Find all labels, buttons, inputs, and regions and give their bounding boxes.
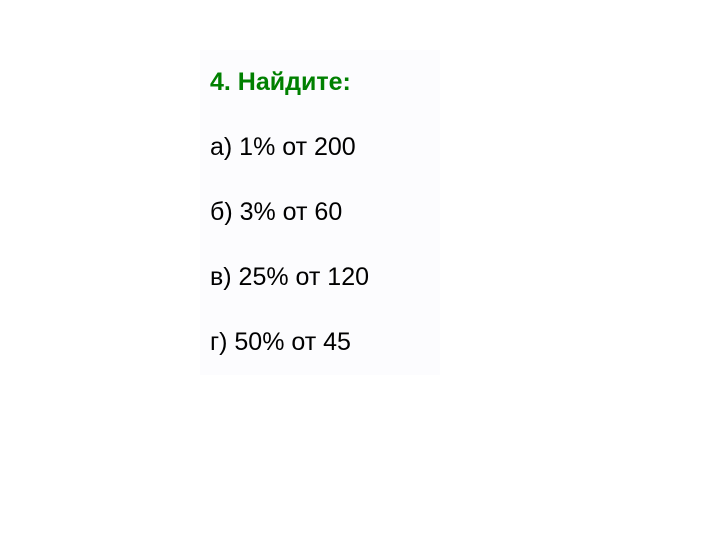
question-content-box: 4. Найдите: а) 1% от 200 б) 3% от 60 в) …: [200, 50, 440, 375]
question-title: 4. Найдите:: [210, 68, 430, 97]
question-item-g: г) 50% от 45: [210, 328, 430, 357]
question-item-v: в) 25% от 120: [210, 263, 430, 292]
question-item-a: а) 1% от 200: [210, 133, 430, 162]
question-item-b: б) 3% от 60: [210, 198, 430, 227]
